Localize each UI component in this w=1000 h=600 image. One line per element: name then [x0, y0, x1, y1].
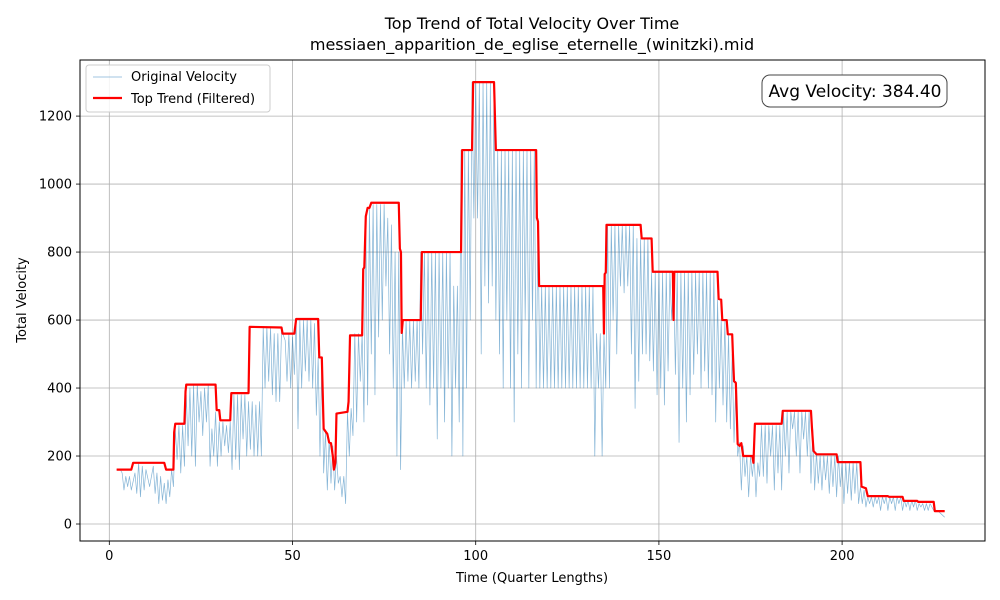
y-tick-label: 1000 [39, 178, 72, 193]
annotation-text: Avg Velocity: 384.40 [769, 82, 942, 102]
legend-label-original: Original Velocity [131, 70, 237, 85]
series-original-velocity [116, 81, 945, 518]
avg-velocity-annotation: Avg Velocity: 384.40 [761, 74, 948, 108]
y-axis-ticks: 0 200 400 600 800 1000 1200 [39, 110, 80, 533]
x-tick-label: 100 [463, 549, 488, 564]
top-trend-line [116, 81, 945, 513]
legend: Original Velocity Top Trend (Filtered) [85, 64, 271, 113]
legend-box [85, 64, 271, 113]
x-tick-label: 0 [105, 549, 113, 564]
y-tick-label: 800 [47, 246, 72, 261]
original-velocity-line [116, 81, 945, 518]
x-tick-label: 50 [284, 549, 301, 564]
x-axis-label: Time (Quarter Lengths) [455, 571, 608, 586]
y-tick-label: 600 [47, 314, 72, 329]
y-tick-label: 200 [47, 450, 72, 465]
series-top-trend [116, 81, 945, 513]
x-tick-label: 200 [830, 549, 855, 564]
grid [80, 60, 985, 541]
x-tick-label: 150 [646, 549, 671, 564]
y-axis-label: Total Velocity [15, 257, 30, 344]
y-tick-label: 1200 [39, 110, 72, 125]
chart-subtitle: messiaen_apparition_de_eglise_eternelle_… [310, 35, 754, 55]
annotation-box [761, 74, 948, 108]
x-axis-ticks: 0 50 100 150 200 [105, 541, 855, 564]
legend-label-trend: Top Trend (Filtered) [130, 92, 255, 107]
chart-title: Top Trend of Total Velocity Over Time [384, 14, 680, 33]
y-tick-label: 400 [47, 382, 72, 397]
y-tick-label: 0 [64, 518, 72, 533]
plot-frame [79, 59, 986, 542]
